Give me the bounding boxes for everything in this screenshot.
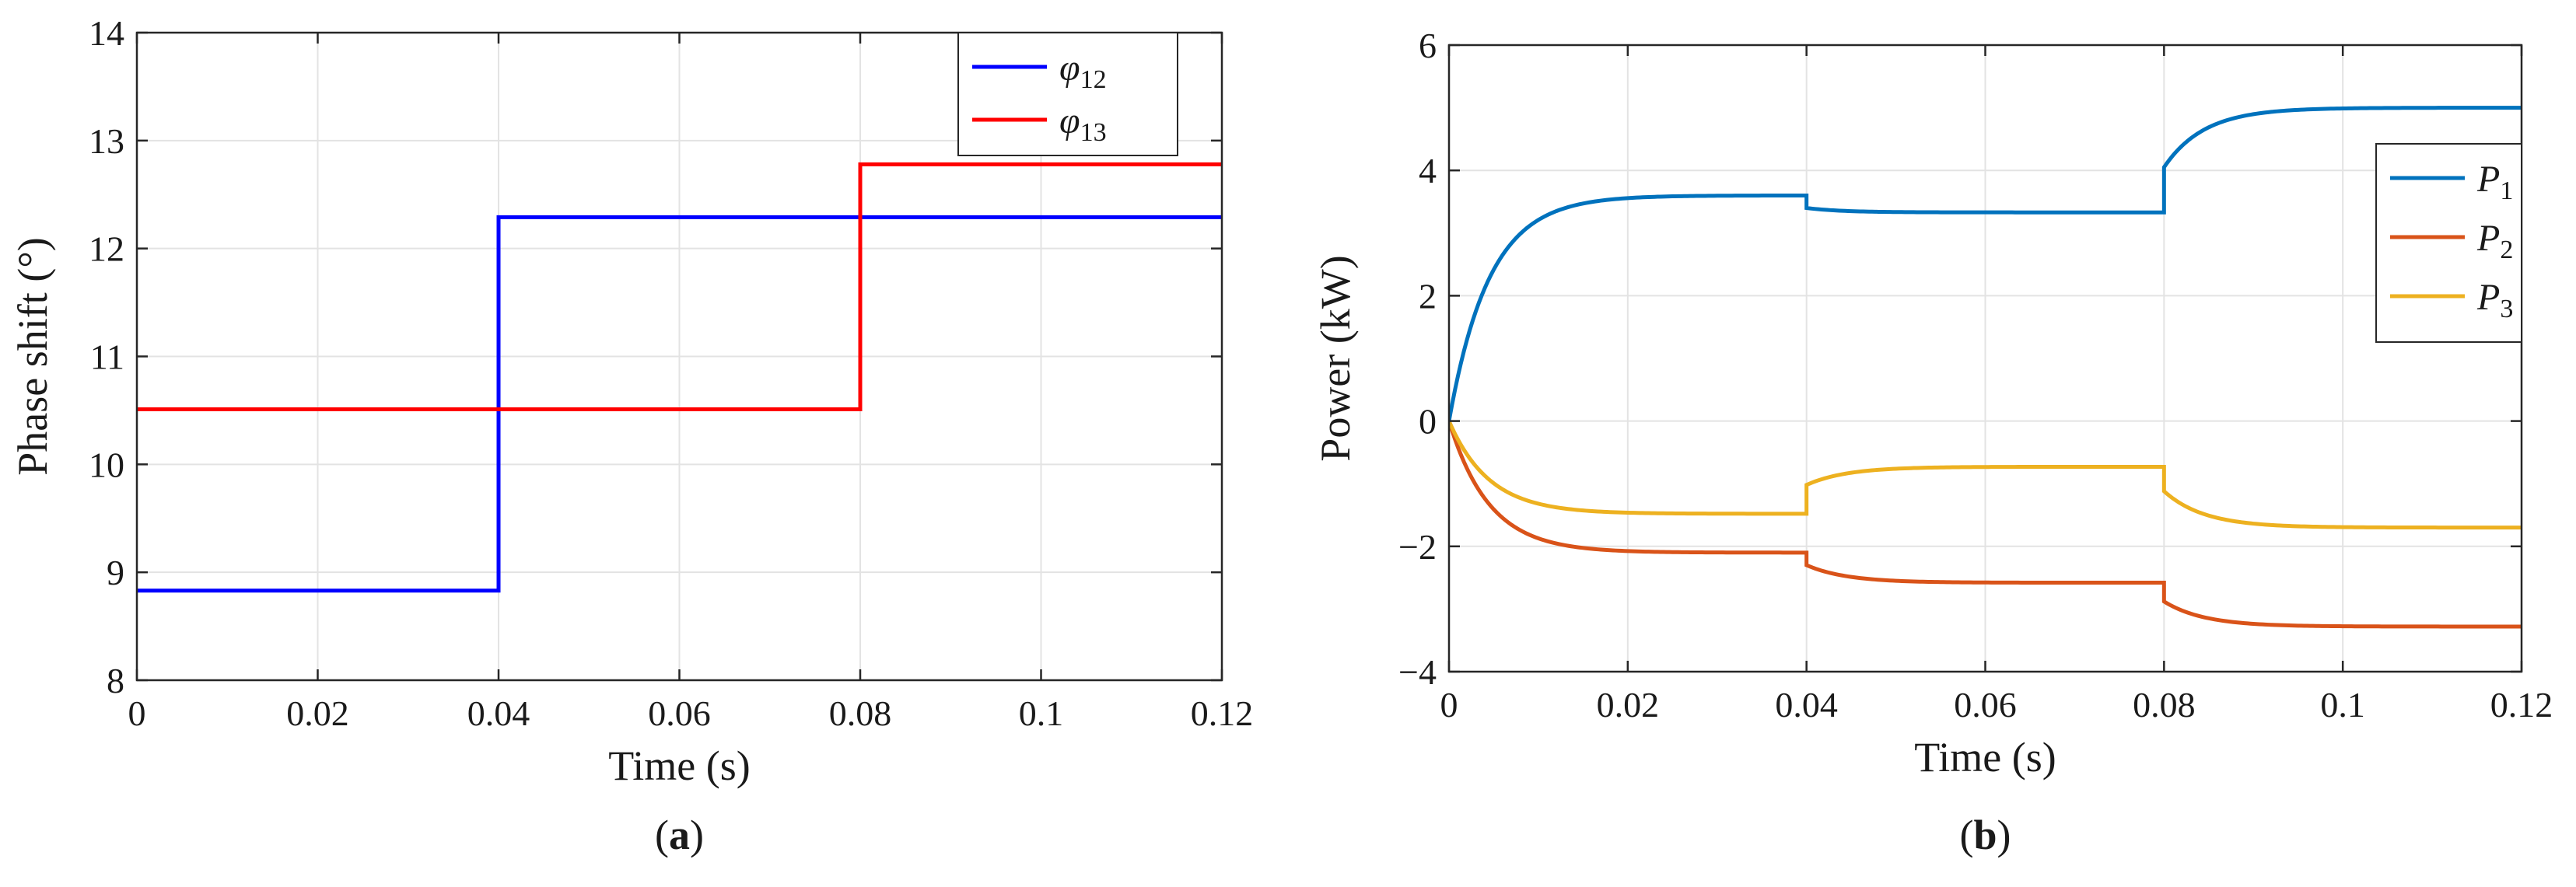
legend-box <box>957 32 1178 156</box>
y-tick-label: 10 <box>89 445 124 484</box>
x-tick-label: 0.02 <box>1597 685 1660 725</box>
legend-subscript: 13 <box>1080 118 1107 147</box>
y-tick-label: 2 <box>1419 276 1437 316</box>
legend-label: P3 <box>2476 277 2513 323</box>
x-tick-label: 0.1 <box>1019 693 1064 733</box>
legend-subscript: 3 <box>2500 295 2513 323</box>
legend-label: φ12 <box>1059 47 1107 94</box>
x-axis-label: Time (s) <box>1914 734 2056 780</box>
y-tick-label: 11 <box>90 337 124 377</box>
x-tick-label: 0.12 <box>2490 685 2553 725</box>
x-tick-label: 0.02 <box>286 693 349 733</box>
y-axis-label: Phase shift (°) <box>9 237 56 476</box>
legend-subscript: 12 <box>1080 65 1107 94</box>
panel-caption: (a) <box>655 812 704 858</box>
y-tick-label: 12 <box>89 229 124 269</box>
chart-panel-a: 0 0.02 0.04 0.06 0.08 0.1 0.12 8 9 10 11 12 13 14 Time… <box>9 13 1253 858</box>
legend-symbol: P <box>2476 218 2500 259</box>
chart-panel-b: 0 0.02 0.04 0.06 0.08 0.1 0.12 −4 −2 0 2 4 6 Time (s)… <box>1312 26 2553 858</box>
legend-label: P2 <box>2476 218 2513 264</box>
y-tick-label: 4 <box>1419 151 1437 190</box>
y-tick-label: 14 <box>89 13 124 53</box>
panel-caption: (b) <box>1959 812 2011 858</box>
series-line-p1 <box>1449 106 2522 422</box>
series-line-φ13 <box>137 162 1222 412</box>
x-tick-label: 0.1 <box>2320 685 2365 725</box>
panel-caption-letter: a <box>669 812 690 858</box>
y-tick-label: 6 <box>1419 26 1437 65</box>
legend-label: P1 <box>2476 159 2513 205</box>
legend-label: φ13 <box>1059 100 1107 147</box>
x-axis-label: Time (s) <box>608 742 751 789</box>
panel-caption-letter: b <box>1973 812 1997 858</box>
x-tick-label: 0.08 <box>2133 685 2196 725</box>
legend-subscript: 2 <box>2500 236 2513 264</box>
x-tick-label: 0 <box>128 693 146 733</box>
x-tick-label: 0.06 <box>648 693 711 733</box>
y-tick-label: −4 <box>1398 652 1437 692</box>
y-tick-label: 0 <box>1419 402 1437 442</box>
y-tick-label: 13 <box>89 121 124 161</box>
x-tick-label: 0.04 <box>1775 685 1838 725</box>
series-line-p2 <box>1449 420 2522 629</box>
x-tick-label: 0.12 <box>1191 693 1254 733</box>
y-axis-label: Power (kW) <box>1312 255 1359 461</box>
legend-symbol: φ <box>1059 47 1080 89</box>
x-tick-label: 0 <box>1440 685 1458 725</box>
legend-symbol: P <box>2476 277 2500 318</box>
legend-symbol: φ <box>1059 100 1080 141</box>
legend-subscript: 1 <box>2500 176 2513 205</box>
x-tick-label: 0.04 <box>467 693 530 733</box>
legend-symbol: P <box>2476 159 2500 200</box>
y-tick-label: −2 <box>1398 527 1437 567</box>
x-tick-label: 0.08 <box>829 693 892 733</box>
y-tick-label: 8 <box>107 661 124 700</box>
series-line-p3 <box>1449 420 2522 530</box>
y-tick-label: 9 <box>107 553 124 592</box>
x-tick-label: 0.06 <box>1954 685 2017 725</box>
